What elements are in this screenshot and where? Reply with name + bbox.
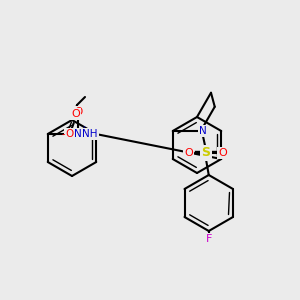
Text: O: O xyxy=(218,148,227,158)
Text: S: S xyxy=(201,146,210,160)
Text: NH: NH xyxy=(82,129,98,139)
Text: +: + xyxy=(80,125,86,134)
Text: O: O xyxy=(65,129,74,139)
Text: O: O xyxy=(71,109,80,119)
Text: N: N xyxy=(74,129,82,139)
Text: -: - xyxy=(61,129,65,139)
Text: O: O xyxy=(184,148,193,158)
Text: F: F xyxy=(206,234,212,244)
Text: N: N xyxy=(199,126,207,136)
Text: O: O xyxy=(74,107,82,117)
